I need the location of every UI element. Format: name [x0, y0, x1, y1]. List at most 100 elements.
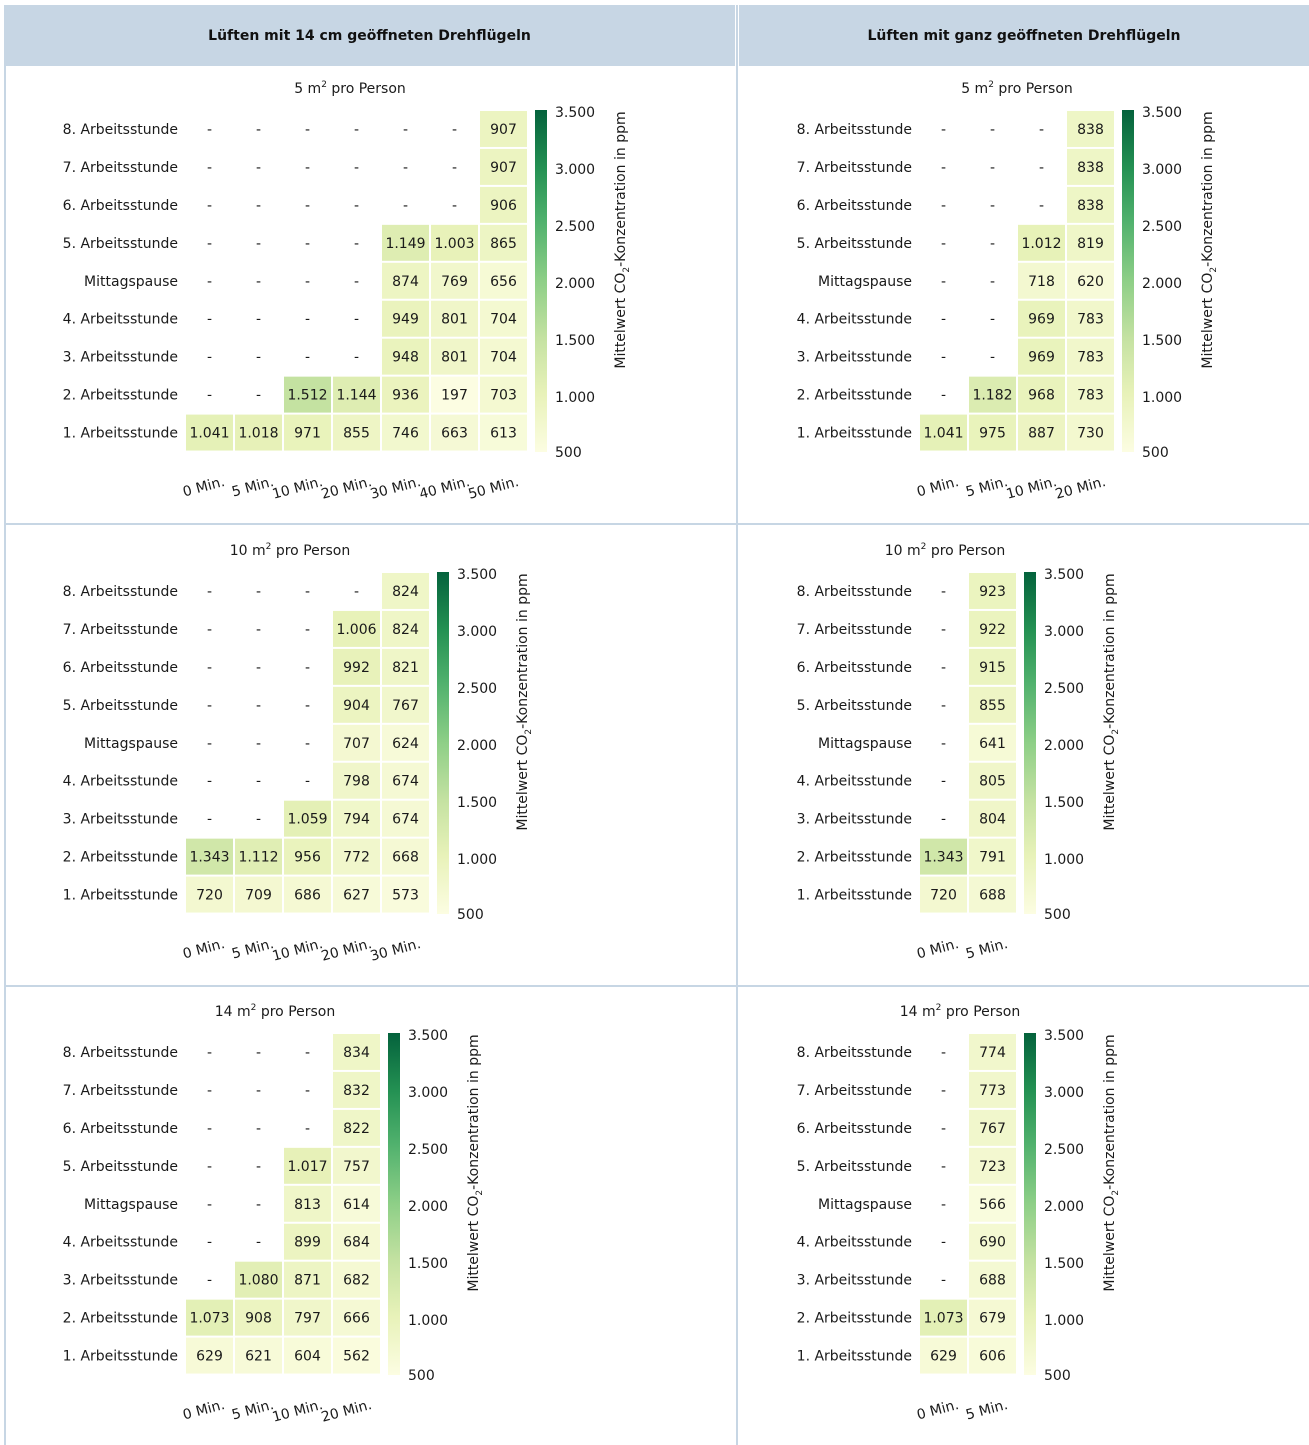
- empty-cell-dash: -: [941, 1083, 946, 1099]
- x-tick-label: 5 Min.: [230, 474, 275, 500]
- empty-cell-dash: -: [207, 1197, 212, 1213]
- heatmap-cell: [969, 648, 1016, 685]
- colorbar-tick-label: 1.500: [408, 1256, 448, 1272]
- cell-value-label: 767: [979, 1121, 1006, 1137]
- cell-value-label: 666: [343, 1311, 370, 1327]
- empty-cell-dash: -: [403, 122, 408, 138]
- empty-cell-dash: -: [256, 812, 261, 828]
- row-label: 8. Arbeitsstunde: [797, 584, 912, 600]
- empty-cell-dash: -: [452, 122, 457, 138]
- heatmap-cell: [333, 1337, 380, 1374]
- heatmap-cell: [969, 376, 1016, 413]
- cell-value-label: 573: [392, 888, 419, 904]
- empty-cell-dash: -: [354, 312, 359, 328]
- x-tick-label: 0 Min.: [915, 936, 960, 962]
- panel-title: 14 m2 pro Person: [215, 1003, 336, 1020]
- row-label: 8. Arbeitsstunde: [63, 1045, 178, 1061]
- empty-cell-dash: -: [305, 122, 310, 138]
- empty-cell-dash: -: [256, 388, 261, 404]
- heatmap-cell: [969, 1034, 1016, 1070]
- cell-value-label: 656: [490, 274, 517, 290]
- cell-value-label: 907: [490, 160, 517, 176]
- heatmap-cell: [333, 648, 380, 685]
- heatmap-cell: [186, 1299, 233, 1336]
- heatmap-cell: [333, 1261, 380, 1298]
- row-label: 4. Arbeitsstunde: [797, 312, 912, 328]
- heatmap-cell: [969, 1147, 1016, 1184]
- empty-cell-dash: -: [207, 1273, 212, 1289]
- cell-value-label: 679: [979, 1311, 1006, 1327]
- empty-cell-dash: -: [1039, 122, 1044, 138]
- row-label: 5. Arbeitsstunde: [63, 698, 178, 714]
- heatmap-cell: [431, 338, 478, 375]
- colorbar-tick-label: 2.000: [408, 1199, 448, 1215]
- heatmap-cell: [284, 1261, 331, 1298]
- colorbar-tick-label: 1.500: [1044, 1256, 1084, 1272]
- heatmap-cell: [333, 838, 380, 875]
- empty-cell-dash: -: [305, 198, 310, 214]
- cell-value-label: 1.041: [189, 426, 229, 442]
- empty-cell-dash: -: [256, 1235, 261, 1251]
- cell-value-label: 682: [343, 1273, 370, 1289]
- empty-cell-dash: -: [207, 584, 212, 600]
- cell-value-label: 1.149: [385, 236, 425, 252]
- empty-cell-dash: -: [305, 1083, 310, 1099]
- empty-cell-dash: -: [256, 774, 261, 790]
- cell-value-label: 1.003: [434, 236, 474, 252]
- heatmap-cell: [382, 648, 429, 685]
- empty-cell-dash: -: [305, 1121, 310, 1137]
- empty-cell-dash: -: [207, 274, 212, 290]
- colorbar-tick-label: 1.000: [1044, 852, 1084, 868]
- empty-cell-dash: -: [354, 122, 359, 138]
- row-label: 8. Arbeitsstunde: [797, 1045, 912, 1061]
- cell-value-label: 838: [1077, 198, 1104, 214]
- colorbar-tick-label: 2.000: [555, 276, 595, 292]
- empty-cell-dash: -: [207, 774, 212, 790]
- cell-value-label: 621: [245, 1349, 272, 1365]
- cell-value-label: 663: [441, 426, 468, 442]
- cell-value-label: 674: [392, 812, 419, 828]
- empty-cell-dash: -: [207, 198, 212, 214]
- heatmap-cell: [969, 573, 1016, 609]
- heatmap-cell: [480, 224, 527, 261]
- x-tick-label: 10 Min.: [1005, 474, 1059, 503]
- heatmap-cell: [333, 876, 380, 913]
- cell-value-label: 822: [343, 1121, 370, 1137]
- empty-cell-dash: -: [941, 236, 946, 252]
- heatmap-cell: [333, 1185, 380, 1222]
- cell-value-label: 703: [490, 388, 517, 404]
- heatmap-cell: [431, 262, 478, 299]
- heatmap-cell: [969, 838, 1016, 875]
- heatmap-cell: [969, 762, 1016, 799]
- x-tick-label: 5 Min.: [964, 474, 1009, 500]
- empty-cell-dash: -: [207, 622, 212, 638]
- cell-value-label: 718: [1028, 274, 1055, 290]
- colorbar-label: Mittelwert CO2-Konzentration in ppm: [515, 573, 534, 830]
- panel-title: 5 m2 pro Person: [294, 80, 406, 97]
- row-label: 3. Arbeitsstunde: [63, 812, 178, 828]
- empty-cell-dash: -: [256, 274, 261, 290]
- empty-cell-dash: -: [941, 812, 946, 828]
- cell-value-label: 704: [490, 350, 517, 366]
- cell-value-label: 720: [196, 888, 223, 904]
- heatmap-cell: [382, 724, 429, 761]
- colorbar-tick-label: 2.500: [1044, 1142, 1084, 1158]
- empty-cell-dash: -: [256, 660, 261, 676]
- x-tick-label: 0 Min.: [915, 474, 960, 500]
- row-label: 3. Arbeitsstunde: [63, 350, 178, 366]
- cell-value-label: 975: [979, 426, 1006, 442]
- empty-cell-dash: -: [305, 698, 310, 714]
- row-label: 8. Arbeitsstunde: [63, 584, 178, 600]
- row-label: 8. Arbeitsstunde: [797, 122, 912, 138]
- row-label: 1. Arbeitsstunde: [63, 426, 178, 442]
- row-label: Mittagspause: [818, 1197, 912, 1213]
- empty-cell-dash: -: [256, 160, 261, 176]
- cell-value-label: 948: [392, 350, 419, 366]
- empty-cell-dash: -: [990, 274, 995, 290]
- cell-value-label: 971: [294, 426, 321, 442]
- empty-cell-dash: -: [256, 1121, 261, 1137]
- empty-cell-dash: -: [1039, 198, 1044, 214]
- empty-cell-dash: -: [207, 1235, 212, 1251]
- heatmap-cell: [431, 414, 478, 451]
- row-label: 6. Arbeitsstunde: [797, 198, 912, 214]
